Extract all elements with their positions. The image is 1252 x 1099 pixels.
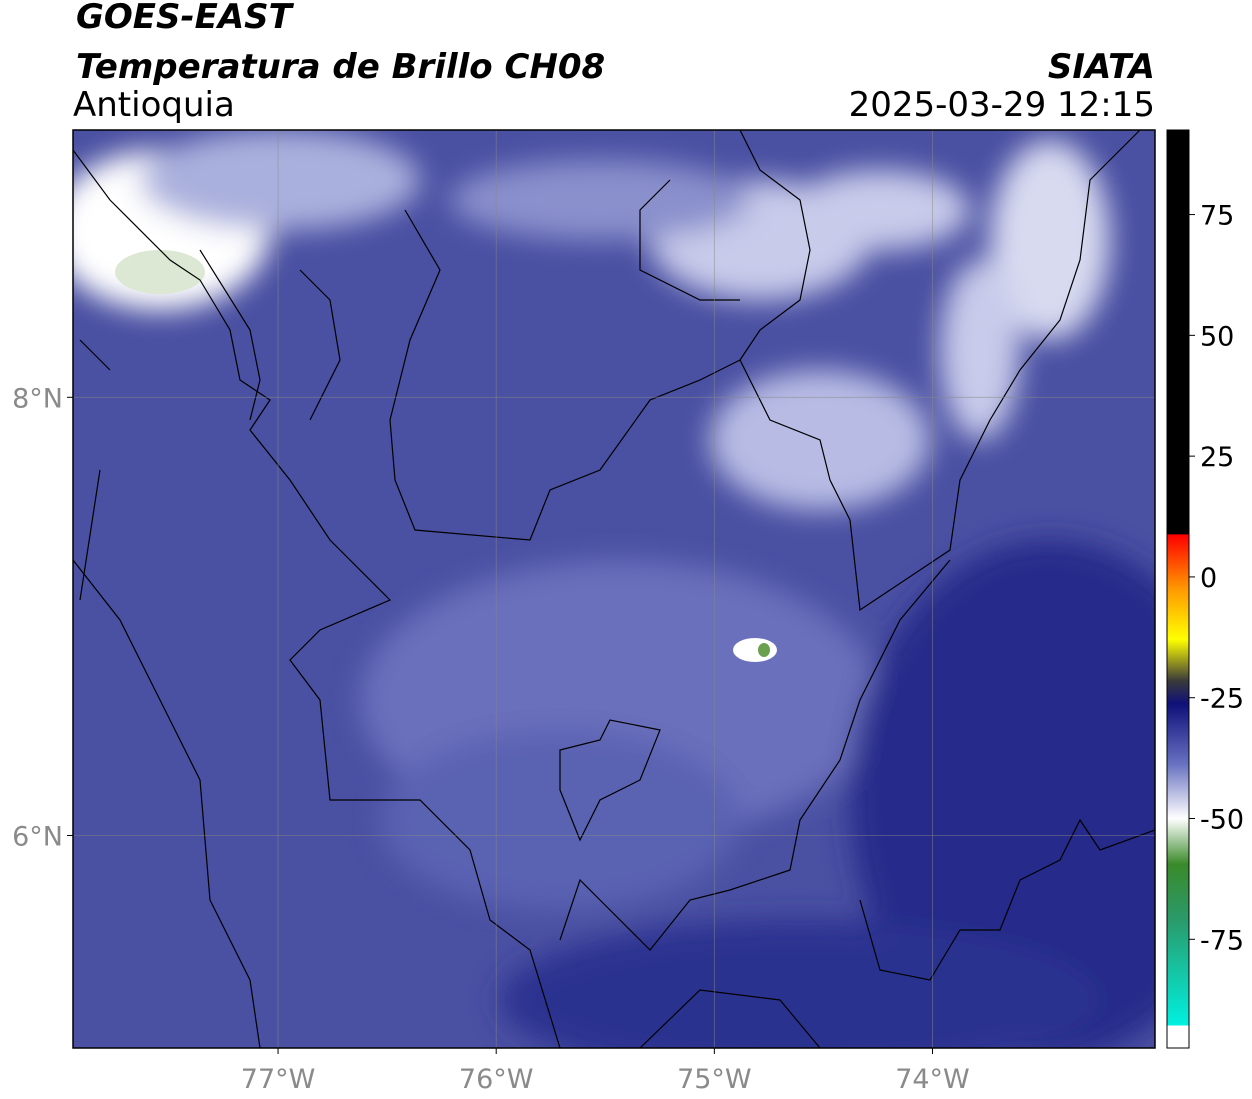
cloud-field xyxy=(73,130,1155,1048)
title: GOES-EAST xyxy=(76,0,295,37)
graticule xyxy=(73,130,1155,1048)
colorbar-tick-label: 0 xyxy=(1200,563,1217,594)
map-frame xyxy=(72,129,1156,1049)
lon-tick-label: 76°W xyxy=(459,1064,534,1095)
lat-tick-label: 6°N xyxy=(12,821,63,852)
subtitle: Temperatura de Brillo CH08 xyxy=(76,47,605,87)
region: Antioquia xyxy=(73,85,235,125)
lon-tick-label: 74°W xyxy=(895,1064,970,1095)
colorbar-tick-label: -75 xyxy=(1200,925,1244,956)
boundaries xyxy=(73,130,1155,1048)
map-field xyxy=(73,130,1155,1048)
cold-cloud xyxy=(115,250,205,294)
colorbar xyxy=(1166,129,1190,1049)
cold-cloud xyxy=(733,638,777,662)
lon-tick-label: 77°W xyxy=(241,1064,316,1095)
colorbar-tick-label: -25 xyxy=(1200,684,1244,715)
lat-tick-label: 8°N xyxy=(12,383,63,414)
cold-cloud xyxy=(758,643,770,657)
colorbar-tick-label: 50 xyxy=(1200,321,1234,352)
lon-tick-label: 75°W xyxy=(677,1064,752,1095)
colorbar-tick-label: 25 xyxy=(1200,442,1234,473)
colorbar-tick-label: 75 xyxy=(1200,201,1234,232)
datetime: 2025-03-29 12:15 xyxy=(849,85,1155,125)
source: SIATA xyxy=(1048,47,1155,87)
colorbar-tick-label: -50 xyxy=(1200,805,1244,836)
